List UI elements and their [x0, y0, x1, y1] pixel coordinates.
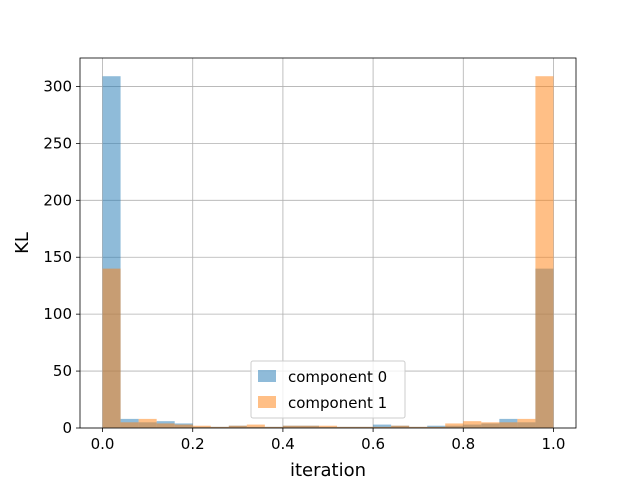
- y-tick-label: 200: [43, 191, 72, 209]
- bar-component-1: [138, 418, 157, 428]
- x-tick-label: 0.0: [91, 435, 115, 453]
- bar-component-1: [373, 426, 392, 428]
- bar-component-1: [337, 426, 356, 428]
- x-axis-ticks: 0.0 0.2 0.4 0.6 0.8 1.0: [91, 428, 566, 453]
- bar-component-1: [535, 76, 554, 428]
- bar-component-1: [192, 425, 211, 428]
- y-axis-label: KL: [12, 232, 33, 254]
- bar-component-1: [427, 426, 446, 428]
- x-tick-label: 0.2: [181, 435, 205, 453]
- bar-component-1: [355, 426, 374, 428]
- legend-label-component-1: component 1: [288, 394, 387, 412]
- legend: component 0 component 1: [250, 360, 406, 419]
- bar-component-1: [246, 424, 265, 428]
- bar-component-1: [463, 421, 482, 428]
- bar-component-1: [481, 422, 500, 428]
- bar-component-1: [499, 422, 518, 428]
- bar-component-1: [264, 426, 283, 428]
- bar-component-1: [174, 424, 193, 428]
- x-tick-label: 0.6: [361, 435, 385, 453]
- y-tick-label: 50: [53, 362, 72, 380]
- bar-component-1: [409, 426, 428, 428]
- x-axis-label: iteration: [290, 460, 366, 480]
- bar-component-1: [210, 426, 229, 428]
- y-tick-label: 0: [62, 419, 72, 437]
- y-tick-label: 300: [43, 77, 72, 95]
- y-tick-label: 150: [43, 248, 72, 266]
- x-tick-label: 0.8: [451, 435, 475, 453]
- x-tick-label: 0.4: [271, 435, 295, 453]
- series-component-1-bars: [102, 76, 554, 428]
- legend-box: [250, 360, 406, 419]
- y-tick-label: 100: [43, 305, 72, 323]
- plot-frame: [79, 57, 577, 429]
- y-axis-ticks: 0 50 100 150 200 250 300: [43, 77, 80, 437]
- bar-component-1: [300, 425, 319, 428]
- bar-component-1: [517, 418, 536, 428]
- bar-component-1: [282, 425, 301, 428]
- bar-component-1: [120, 422, 139, 428]
- bar-component-1: [318, 425, 338, 428]
- bar-component-0: [373, 424, 392, 428]
- y-tick-label: 250: [43, 134, 72, 152]
- bar-component-1: [102, 268, 121, 428]
- bar-component-1: [228, 425, 247, 428]
- bar-component-1: [445, 423, 464, 428]
- x-tick-label: 1.0: [542, 435, 566, 453]
- bar-component-1: [391, 425, 410, 428]
- bar-component-1: [156, 423, 175, 428]
- legend-swatch-component-0: [258, 370, 276, 382]
- legend-label-component-0: component 0: [288, 368, 387, 386]
- legend-swatch-component-1: [258, 396, 276, 408]
